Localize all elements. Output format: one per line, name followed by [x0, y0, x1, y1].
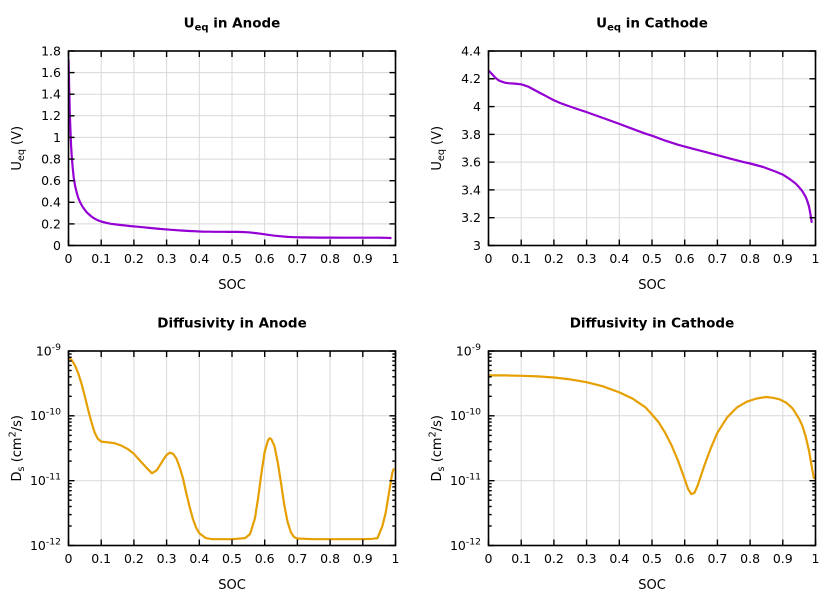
x-tick-label: 0.8	[320, 251, 340, 266]
plot-title: Diffusivity in Cathode	[570, 316, 735, 332]
x-axis-label: SOC	[218, 578, 246, 593]
plot-ueq-cathode: 0 0.1 0.2 0.3 0.4 0.5 0.6 0.7 0.8 0.9 1 3 3.2 3.4 3.6 3…	[420, 0, 840, 300]
y-tick-label: 0.4	[41, 195, 61, 210]
x-axis-label: SOC	[638, 278, 666, 293]
x-tick-label: 0.3	[157, 251, 177, 266]
x-tick-label: 0.7	[287, 551, 307, 566]
y-tick-label: 3.6	[461, 155, 481, 170]
x-tick-label: 0.3	[157, 551, 177, 566]
y-axis-label: Ueq (V)	[430, 126, 447, 171]
y-tick-label: 10-12	[450, 536, 481, 553]
y-tick-label: 0	[53, 238, 61, 253]
x-tick-label: 0.1	[511, 551, 531, 566]
x-tick-label: 0	[485, 251, 493, 266]
x-axis-label: SOC	[218, 278, 246, 293]
x-tick-label: 0.5	[642, 551, 662, 566]
x-tick-label: 0.6	[675, 551, 695, 566]
y-tick-label: 10-12	[30, 536, 61, 553]
x-tick-label: 0.5	[222, 251, 242, 266]
x-tick-label: 0.8	[740, 251, 760, 266]
x-tick-label: 0.9	[353, 551, 373, 566]
x-tick-label: 0.7	[287, 251, 307, 266]
y-axis-label: Ueq (V)	[10, 126, 27, 171]
x-tick-label: 1	[392, 251, 400, 266]
x-tick-label: 0.2	[544, 251, 564, 266]
x-tick-label: 0.5	[222, 551, 242, 566]
x-tick-label: 0.7	[707, 251, 727, 266]
y-tick-label: 10-9	[456, 342, 481, 359]
x-tick-label: 0.4	[609, 551, 629, 566]
ueq-cathode-curve	[488, 69, 813, 223]
y-tick-label: 3.4	[461, 182, 481, 197]
x-tick-label: 1	[812, 551, 820, 566]
y-tick-label: 4	[473, 99, 481, 114]
plot-title: Ueq in Cathode	[596, 16, 708, 34]
plot-title: Diffusivity in Anode	[157, 316, 307, 332]
y-tick-label: 1.6	[41, 65, 61, 80]
y-tick-label: 3	[473, 238, 481, 253]
x-tick-label: 0.8	[740, 551, 760, 566]
y-tick-label: 1.4	[41, 87, 61, 102]
diffusivity-anode-svg: 0 0.1 0.2 0.3 0.4 0.5 0.6 0.7 0.8 0.9 1 10-12 10-11 1…	[7, 316, 400, 594]
y-tick-label: 1	[53, 130, 61, 145]
x-tick-label: 0.6	[255, 251, 275, 266]
x-tick-label: 0.3	[577, 551, 597, 566]
y-tick-label: 4.2	[461, 71, 481, 86]
x-tick-label: 1	[392, 551, 400, 566]
y-tick-label: 0.8	[41, 152, 61, 167]
x-tick-label: 0.5	[642, 251, 662, 266]
x-tick-label: 0.4	[189, 551, 209, 566]
x-tick-label: 1	[812, 251, 820, 266]
y-tick-label: 10-11	[450, 472, 481, 489]
y-tick-label: 3.2	[461, 210, 481, 225]
x-tick-label: 0.2	[124, 251, 144, 266]
y-tick-label: 10-10	[450, 407, 481, 424]
plot-ueq-anode: 0 0.1 0.2 0.3 0.4 0.5 0.6 0.7 0.8 0.9 1 0 0.2 0.4 0.6 0…	[0, 0, 420, 300]
y-tick-label: 0.6	[41, 173, 61, 188]
x-tick-label: 0.8	[320, 551, 340, 566]
x-tick-label: 0.4	[189, 251, 209, 266]
diffusivity-cathode-svg: 0 0.1 0.2 0.3 0.4 0.5 0.6 0.7 0.8 0.9 1 10-12 10-11 1…	[427, 316, 820, 594]
y-tick-label: 10-11	[30, 472, 61, 489]
y-axis-label: Ds (cm2/s)	[427, 415, 447, 481]
x-tick-label: 0.9	[353, 251, 373, 266]
x-tick-label: 0.9	[773, 551, 793, 566]
ueq-anode-svg: 0 0.1 0.2 0.3 0.4 0.5 0.6 0.7 0.8 0.9 1 0 0.2 0.4 0.6 0…	[10, 16, 400, 294]
plot-diffusivity-cathode: 0 0.1 0.2 0.3 0.4 0.5 0.6 0.7 0.8 0.9 1 10-12 10-11 1…	[420, 300, 840, 600]
y-tick-label: 10-10	[30, 407, 61, 424]
y-tick-label: 10-9	[36, 342, 61, 359]
x-tick-label: 0.9	[773, 251, 793, 266]
diffusivity-anode-curve	[68, 356, 395, 541]
plot-title: Ueq in Anode	[184, 16, 281, 34]
plot-diffusivity-anode: 0 0.1 0.2 0.3 0.4 0.5 0.6 0.7 0.8 0.9 1 10-12 10-11 1…	[0, 300, 420, 600]
y-axis-label: Ds (cm2/s)	[7, 415, 27, 481]
x-tick-label: 0	[485, 551, 493, 566]
y-tick-label: 0.2	[41, 216, 61, 231]
ueq-cathode-svg: 0 0.1 0.2 0.3 0.4 0.5 0.6 0.7 0.8 0.9 1 3 3.2 3.4 3.6 3…	[430, 16, 820, 294]
x-tick-label: 0.6	[675, 251, 695, 266]
x-tick-label: 0.4	[609, 251, 629, 266]
y-tick-label: 4.4	[461, 43, 481, 58]
diffusivity-cathode-curve	[488, 374, 815, 496]
x-tick-label: 0	[65, 251, 73, 266]
x-tick-label: 0	[65, 551, 73, 566]
x-axis-label: SOC	[638, 578, 666, 593]
x-tick-label: 0.6	[255, 551, 275, 566]
y-tick-label: 1.2	[41, 108, 61, 123]
y-tick-label: 3.8	[461, 127, 481, 142]
x-tick-label: 0.2	[544, 551, 564, 566]
x-tick-label: 0.1	[91, 551, 111, 566]
y-tick-label: 1.8	[41, 43, 61, 58]
x-tick-label: 0.7	[707, 551, 727, 566]
ueq-anode-curve	[68, 58, 392, 240]
x-tick-label: 0.1	[511, 251, 531, 266]
x-tick-label: 0.1	[91, 251, 111, 266]
x-tick-label: 0.2	[124, 551, 144, 566]
x-tick-label: 0.3	[577, 251, 597, 266]
